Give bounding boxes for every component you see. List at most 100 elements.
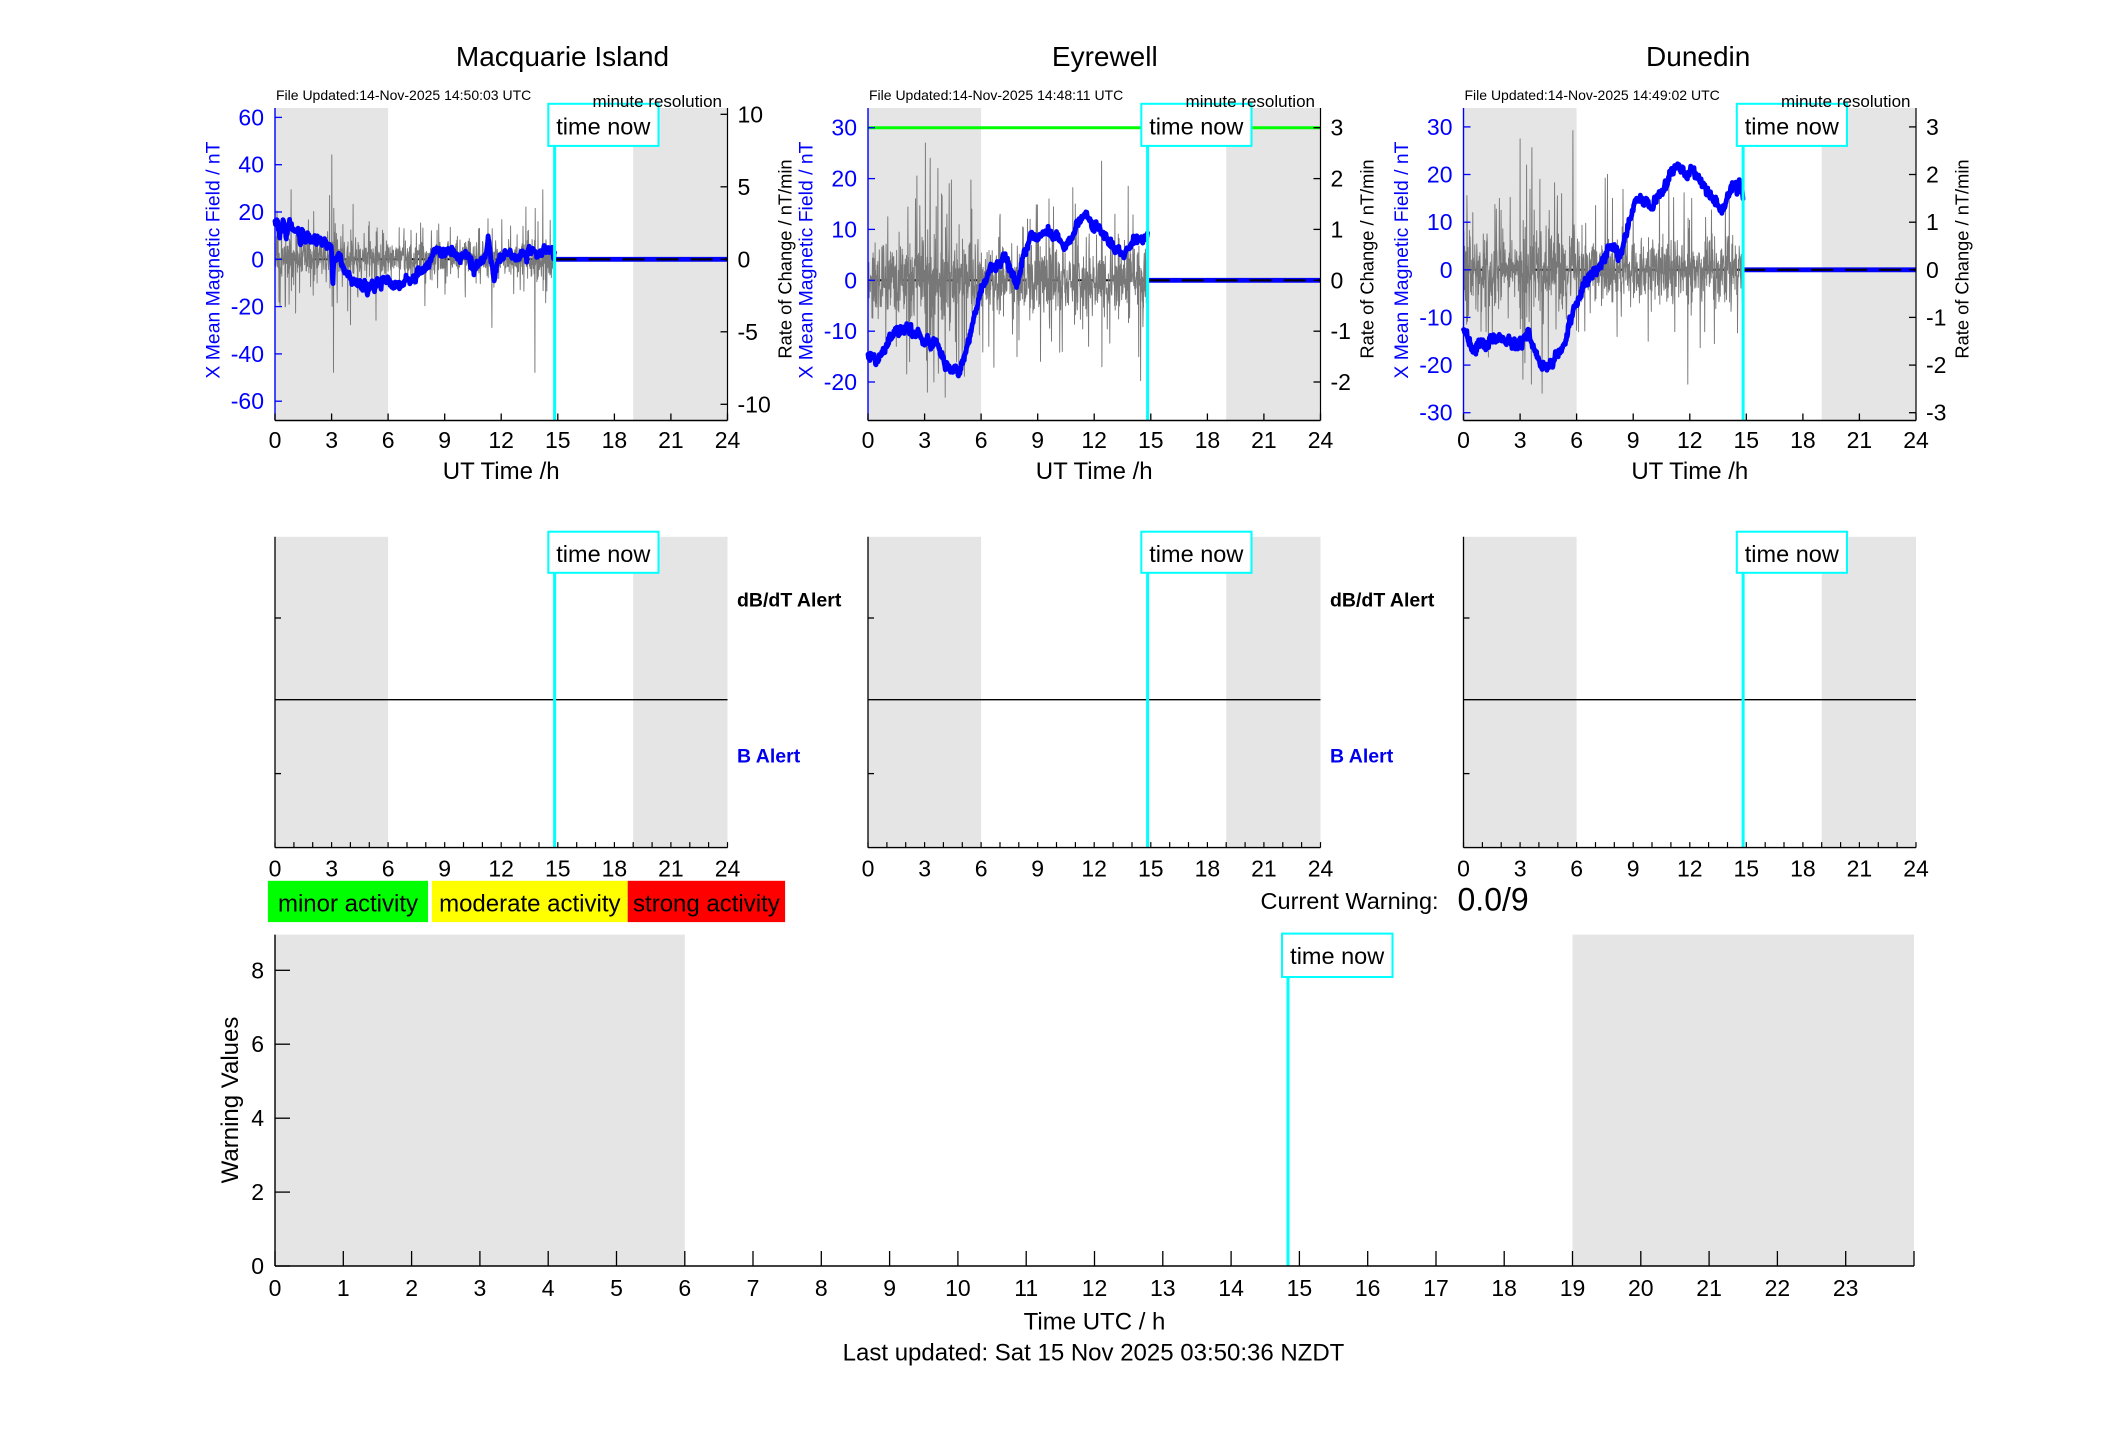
svg-text:File Updated:14-Nov-2025 14:48: File Updated:14-Nov-2025 14:48:11 UTC	[869, 87, 1123, 103]
svg-text:UT Time /h: UT Time /h	[1036, 458, 1153, 485]
svg-text:-3: -3	[1926, 400, 1946, 426]
svg-text:24: 24	[715, 427, 741, 453]
svg-text:-20: -20	[824, 369, 857, 395]
svg-text:24: 24	[715, 856, 741, 882]
svg-text:21: 21	[658, 427, 684, 453]
svg-text:time now: time now	[556, 114, 651, 140]
svg-text:moderate activity: moderate activity	[439, 891, 620, 918]
svg-text:-10: -10	[738, 391, 771, 417]
svg-text:-2: -2	[1331, 369, 1351, 395]
svg-text:Warning Values: Warning Values	[217, 1017, 244, 1184]
svg-text:3: 3	[918, 427, 931, 453]
svg-text:0: 0	[1457, 427, 1470, 453]
svg-text:0: 0	[251, 246, 264, 272]
svg-text:6: 6	[251, 1031, 264, 1057]
svg-text:0: 0	[269, 856, 282, 882]
svg-text:15: 15	[545, 427, 571, 453]
svg-text:21: 21	[1847, 856, 1873, 882]
svg-text:4: 4	[542, 1275, 555, 1301]
svg-text:6: 6	[1570, 856, 1583, 882]
svg-text:0: 0	[862, 856, 875, 882]
svg-text:3: 3	[325, 427, 338, 453]
svg-text:Dunedin: Dunedin	[1646, 41, 1750, 72]
svg-text:10: 10	[945, 1275, 971, 1301]
svg-text:6: 6	[382, 856, 395, 882]
svg-text:21: 21	[1696, 1275, 1722, 1301]
svg-text:3: 3	[474, 1275, 487, 1301]
svg-text:-60: -60	[231, 388, 264, 414]
svg-text:18: 18	[1790, 427, 1816, 453]
svg-text:60: 60	[238, 104, 264, 130]
svg-text:12: 12	[1677, 856, 1703, 882]
svg-text:13: 13	[1150, 1275, 1176, 1301]
svg-text:11: 11	[1014, 1275, 1038, 1301]
svg-text:24: 24	[1903, 427, 1929, 453]
svg-text:8: 8	[815, 1275, 828, 1301]
svg-text:8: 8	[251, 957, 264, 983]
svg-text:21: 21	[1847, 427, 1873, 453]
svg-text:minute resolution: minute resolution	[1186, 92, 1315, 111]
svg-text:6: 6	[975, 856, 988, 882]
svg-text:3: 3	[1331, 115, 1344, 141]
svg-text:17: 17	[1423, 1275, 1449, 1301]
svg-text:9: 9	[1031, 427, 1044, 453]
svg-text:Eyrewell: Eyrewell	[1052, 41, 1158, 72]
svg-text:0: 0	[269, 427, 282, 453]
svg-text:6: 6	[382, 427, 395, 453]
svg-text:-2: -2	[1926, 352, 1946, 378]
svg-text:time now: time now	[1149, 541, 1244, 567]
svg-text:dB/dT Alert: dB/dT Alert	[737, 590, 842, 612]
svg-text:15: 15	[1734, 856, 1760, 882]
svg-text:UT Time /h: UT Time /h	[1631, 458, 1748, 485]
svg-text:18: 18	[602, 427, 628, 453]
svg-text:minor activity: minor activity	[278, 891, 418, 918]
svg-text:Current Warning:: Current Warning:	[1261, 888, 1439, 914]
svg-text:0: 0	[1926, 257, 1939, 283]
svg-text:18: 18	[602, 856, 628, 882]
svg-text:24: 24	[1903, 856, 1929, 882]
svg-text:18: 18	[1491, 1275, 1517, 1301]
svg-text:9: 9	[1627, 427, 1640, 453]
svg-text:9: 9	[1031, 856, 1044, 882]
svg-text:9: 9	[438, 856, 451, 882]
svg-text:15: 15	[1734, 427, 1760, 453]
svg-text:24: 24	[1308, 427, 1334, 453]
svg-text:time now: time now	[556, 541, 651, 567]
svg-text:1: 1	[1926, 209, 1939, 235]
svg-text:6: 6	[1570, 427, 1583, 453]
svg-text:0: 0	[1331, 267, 1344, 293]
svg-text:1: 1	[337, 1275, 350, 1301]
svg-text:20: 20	[831, 166, 857, 192]
svg-text:Rate of Change / nT/min: Rate of Change / nT/min	[1952, 159, 1973, 358]
svg-text:12: 12	[1081, 427, 1107, 453]
svg-text:7: 7	[747, 1275, 760, 1301]
svg-text:X Mean Magnetic Field / nT: X Mean Magnetic Field / nT	[203, 141, 225, 378]
svg-text:21: 21	[1251, 427, 1277, 453]
svg-text:9: 9	[1627, 856, 1640, 882]
svg-text:2: 2	[405, 1275, 418, 1301]
svg-text:0: 0	[862, 427, 875, 453]
svg-text:B Alert: B Alert	[737, 746, 801, 768]
svg-text:12: 12	[1677, 427, 1703, 453]
svg-text:Macquarie Island: Macquarie Island	[456, 41, 669, 72]
svg-text:4: 4	[251, 1105, 264, 1131]
svg-text:time now: time now	[1149, 114, 1244, 140]
svg-text:18: 18	[1195, 427, 1221, 453]
svg-text:6: 6	[975, 427, 988, 453]
svg-text:0: 0	[269, 1275, 282, 1301]
svg-text:File Updated:14-Nov-2025 14:50: File Updated:14-Nov-2025 14:50:03 UTC	[276, 87, 531, 103]
svg-text:23: 23	[1833, 1275, 1859, 1301]
svg-text:minute resolution: minute resolution	[1781, 92, 1910, 111]
svg-text:10: 10	[1427, 209, 1453, 235]
svg-text:12: 12	[1082, 1275, 1108, 1301]
svg-text:time now: time now	[1745, 114, 1840, 140]
svg-text:2: 2	[1331, 166, 1344, 192]
svg-text:3: 3	[918, 856, 931, 882]
svg-text:3: 3	[1514, 856, 1527, 882]
svg-text:20: 20	[238, 199, 264, 225]
svg-text:20: 20	[1427, 162, 1453, 188]
svg-text:-40: -40	[231, 341, 264, 367]
svg-text:3: 3	[1926, 114, 1939, 140]
svg-text:16: 16	[1355, 1275, 1381, 1301]
svg-text:10: 10	[831, 216, 857, 242]
